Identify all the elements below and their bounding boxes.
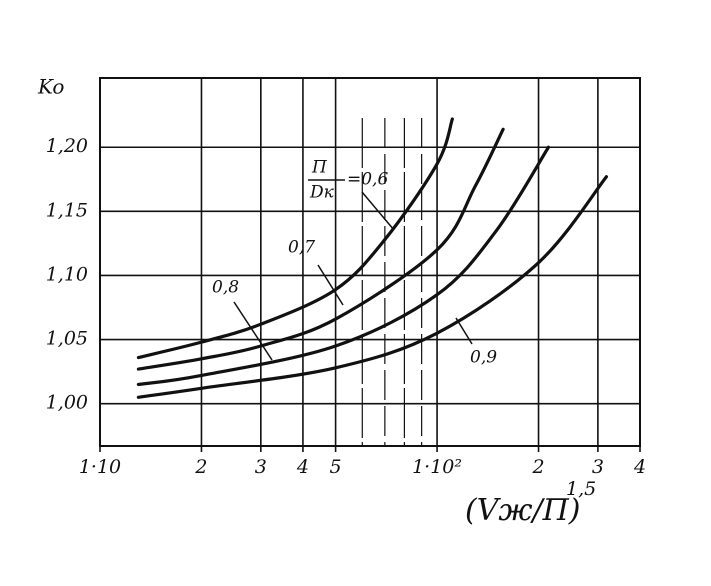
series-label: 0,9 (470, 348, 497, 368)
x-tick-label: 4 (633, 456, 646, 478)
curve (136, 127, 505, 371)
leader-line (233, 301, 273, 361)
y-tick-label: 1,10 (46, 263, 88, 285)
series-label: 0,7 (288, 238, 315, 258)
series-label: =0,6 (347, 170, 388, 190)
x-tick-label: 4 (296, 456, 309, 478)
curve (136, 175, 609, 399)
y-tick-label: 1,05 (46, 328, 88, 350)
x-axis-label: (Vж/П) (465, 493, 580, 528)
param-numerator: П (311, 158, 328, 178)
y-tick-label: 1,15 (46, 199, 88, 221)
x-tick-label: 3 (255, 456, 267, 478)
param-denominator: Dк (309, 183, 335, 203)
y-axis-label: Ko (37, 75, 64, 99)
x-axis-exponent: 1,5 (566, 478, 596, 500)
x-tick-label: 5 (330, 456, 342, 478)
curve (136, 117, 454, 360)
x-tick-label: 1·10 (79, 456, 121, 478)
curve (136, 145, 551, 387)
x-tick-label: 1·10² (412, 456, 462, 478)
x-tick-label: 2 (531, 456, 544, 478)
y-tick-label: 1,00 (46, 392, 88, 414)
x-tick-label: 3 (592, 456, 604, 478)
x-tick-label: 2 (194, 456, 207, 478)
series-label: 0,8 (212, 278, 239, 298)
leader-line (317, 264, 344, 306)
y-tick-label: 1,20 (46, 135, 88, 157)
